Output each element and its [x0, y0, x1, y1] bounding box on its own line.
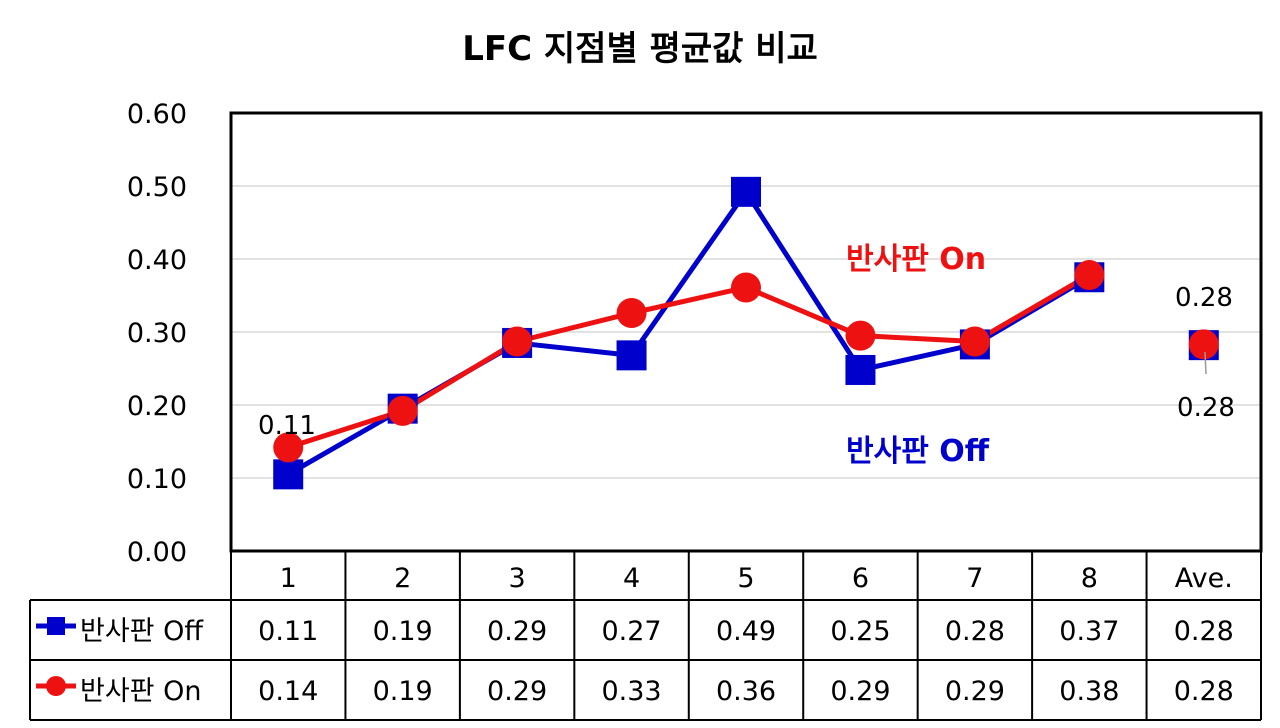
y-tick-label: 0.40 [127, 245, 187, 276]
series-label-on: 반사판 On [846, 242, 986, 277]
gridlines [231, 185, 1261, 479]
table-cell: 0.14 [258, 676, 318, 707]
data-table: 1 2 3 4 5 6 7 8 Ave. 반사판 Off 0.11 0.19 0.29 0.27 0.49 0… [29, 551, 1262, 721]
data-point-on [387, 395, 418, 426]
data-point-off [616, 340, 647, 371]
x-tick-label: 3 [509, 563, 526, 594]
y-tick-label: 0.60 [127, 99, 187, 130]
table-cell: 0.28 [1174, 676, 1234, 707]
y-tick-label: 0.30 [127, 318, 187, 349]
table-cell: 0.33 [601, 676, 661, 707]
y-tick-label: 0.20 [127, 391, 187, 422]
table-cell: 0.29 [487, 616, 547, 647]
x-tick-label: 4 [623, 563, 640, 594]
data-point-on [273, 432, 304, 463]
x-tick-label: 2 [394, 563, 411, 594]
data-point-off [845, 354, 876, 385]
x-tick-label: 1 [280, 563, 297, 594]
x-tick-label: 8 [1081, 563, 1098, 594]
y-tick-label: 0.10 [127, 464, 187, 495]
table-cell: 0.29 [830, 676, 890, 707]
data-label-ave-leader [1204, 351, 1207, 375]
table-cell: 0.38 [1059, 676, 1119, 707]
table-cell: 0.36 [716, 676, 776, 707]
data-point-on [616, 298, 647, 329]
y-tick-label: 0.50 [127, 172, 187, 203]
series-label-off: 반사판 Off [846, 434, 990, 469]
plot-area-border [229, 111, 1263, 553]
data-point-off [731, 176, 761, 207]
y-axis: 0.00 0.10 0.20 0.30 0.40 0.50 0.60 [127, 99, 187, 568]
table-cell: 0.28 [1174, 616, 1234, 647]
data-label-ave-off: 0.28 [1177, 393, 1235, 423]
y-tick-label: 0.00 [127, 537, 187, 568]
legend-entry: 반사판 On [80, 676, 201, 707]
table-cell: 0.19 [373, 676, 433, 707]
table-cell: 0.27 [601, 616, 661, 647]
x-tick-label: 6 [852, 563, 869, 594]
series-line-on [287, 272, 1091, 450]
data-label-ave-on: 0.28 [1175, 283, 1233, 313]
table-cell: 0.29 [487, 676, 547, 707]
chart-title: LFC 지점별 평균값 비교 [462, 29, 818, 69]
table-cell: 0.29 [945, 676, 1005, 707]
data-point-on [731, 272, 761, 303]
table-cell: 0.37 [1059, 616, 1119, 647]
data-point-on [959, 326, 990, 357]
data-label-first-point: 0.11 [258, 411, 316, 441]
table-cell: 0.19 [373, 616, 433, 647]
data-point-on [1074, 260, 1105, 291]
data-point-on [1188, 329, 1219, 360]
legend-key-square [47, 617, 65, 635]
data-point-on [845, 320, 876, 351]
data-point-off [273, 459, 304, 490]
data-point-on [502, 326, 533, 357]
table-cell: 0.28 [945, 616, 1005, 647]
table-cell: 0.25 [830, 616, 890, 647]
legend-entry: 반사판 Off [80, 616, 204, 647]
x-tick-label: Ave. [1175, 563, 1233, 594]
x-tick-label: 5 [737, 563, 754, 594]
series-lines [286, 189, 1091, 477]
series-markers [273, 176, 1219, 490]
legend-key-circle [46, 676, 66, 696]
x-tick-label: 7 [966, 563, 983, 594]
table-cell: 0.49 [716, 616, 776, 647]
table-cell: 0.11 [258, 616, 318, 647]
